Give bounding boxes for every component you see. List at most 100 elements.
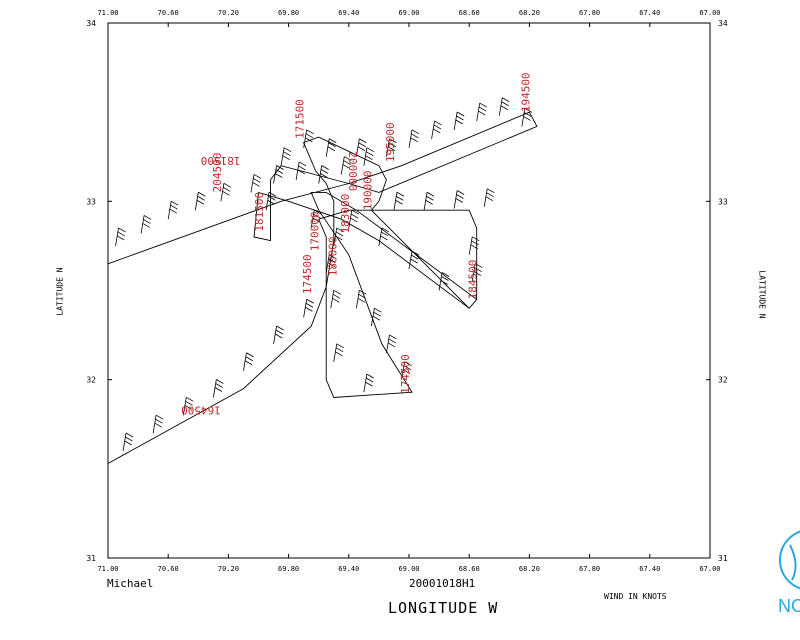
barb-flag — [305, 306, 313, 312]
wind-barb — [303, 298, 314, 318]
barb-flag — [486, 192, 494, 198]
barb-staff — [453, 111, 458, 131]
barb-flag — [478, 106, 487, 112]
barb-flag — [365, 381, 373, 387]
time-label: 170000 — [309, 212, 322, 252]
barb-staff — [212, 379, 217, 398]
barb-flag — [403, 365, 411, 371]
wind-barb — [152, 414, 164, 434]
barb-flag — [440, 280, 448, 285]
wind-barb — [325, 254, 337, 273]
barb-staff — [167, 201, 172, 220]
wind-barb — [471, 263, 483, 282]
barb-staff — [333, 227, 338, 246]
barb-flag — [332, 297, 340, 303]
barb-staff — [423, 192, 428, 211]
wind-barb — [303, 129, 314, 148]
wind-barb — [212, 379, 224, 398]
wind-barb — [333, 343, 344, 362]
barb-flag — [185, 400, 193, 406]
wind-barb — [453, 111, 465, 131]
barb-flag — [305, 137, 313, 143]
barb-flag — [197, 195, 205, 201]
barb-flag — [335, 351, 343, 357]
barb-flag — [411, 129, 420, 135]
wind-barb — [194, 191, 206, 211]
barb-flag — [328, 142, 336, 148]
barb-flag — [282, 155, 290, 161]
barb-staff — [265, 192, 270, 211]
time-label: 181500 — [253, 192, 266, 232]
barb-flag — [523, 116, 531, 121]
barb-flag — [169, 208, 178, 214]
barb-flag — [253, 174, 262, 179]
barb-staff — [122, 432, 127, 452]
barb-staff — [483, 188, 488, 207]
barb-staff — [471, 263, 476, 282]
wind-barb — [182, 396, 194, 416]
time-label: 180000 — [327, 236, 340, 276]
y-tick-label-left: 33 — [86, 197, 96, 206]
time-label: 195000 — [384, 122, 397, 162]
barb-staff — [280, 147, 285, 166]
barb-staff — [310, 210, 315, 229]
barb-flag — [335, 235, 343, 241]
barb-staff — [220, 183, 225, 202]
barb-staff — [303, 299, 308, 318]
x-tick-label-top: 69.00 — [398, 9, 419, 17]
barb-flag — [216, 379, 224, 384]
barb-flag — [359, 138, 367, 144]
time-label: 164500 — [181, 403, 221, 416]
wind-barb — [408, 250, 420, 270]
track-line — [107, 111, 538, 464]
barb-flag — [441, 276, 449, 281]
barb-flag — [351, 209, 359, 215]
barb-flag — [478, 110, 486, 116]
barb-flag — [142, 223, 150, 228]
wind-barb — [330, 289, 341, 309]
wind-barb — [401, 361, 412, 380]
barb-flag — [350, 217, 358, 223]
barb-flag — [456, 111, 465, 117]
barb-staff — [408, 129, 413, 148]
barb-staff — [330, 290, 335, 309]
barb-flag — [313, 213, 321, 219]
y-tick-label-right: 34 — [718, 19, 728, 28]
barb-flag — [313, 209, 322, 215]
barb-flag — [155, 414, 164, 420]
barb-flag — [274, 173, 283, 178]
barb-flag — [358, 142, 366, 148]
barb-flag — [336, 227, 344, 233]
barb-flag — [244, 360, 253, 366]
x-tick-label-top: 67.40 — [639, 9, 660, 17]
barb-flag — [475, 263, 483, 268]
barb-flag — [366, 147, 375, 153]
barb-flag — [359, 289, 367, 295]
barb-flag — [470, 244, 479, 250]
y-tick-label-left: 31 — [86, 554, 96, 563]
barb-flag — [222, 190, 230, 196]
barb-staff — [476, 103, 481, 122]
barb-flag — [305, 302, 314, 308]
x-tick-label-bottom: 69.00 — [398, 565, 419, 573]
wind-barb — [498, 97, 510, 116]
barb-flag — [365, 377, 374, 383]
wind-barb — [333, 227, 344, 246]
x-tick-label-bottom: 69.80 — [278, 565, 299, 573]
wind-barb — [140, 215, 152, 234]
barb-flag — [327, 146, 336, 152]
axis-ticks: 71.00 71.00 70.60 70.60 70.20 70.20 69.80 69.80… — [86, 9, 727, 573]
barb-flag — [410, 137, 418, 143]
wind-barb — [115, 227, 126, 246]
x-tick-label-bottom: 71.00 — [97, 565, 118, 573]
barb-flag — [125, 436, 133, 442]
barb-flag — [267, 199, 275, 205]
wind-barb — [468, 236, 480, 255]
wind-barb — [243, 352, 254, 371]
x-axis-label: LONGITUDE W — [388, 599, 499, 617]
x-tick-label-bottom: 68.60 — [459, 565, 480, 573]
wind-barb — [318, 165, 329, 184]
barb-staff — [393, 192, 398, 211]
barb-flag — [246, 352, 254, 358]
storm-name: Michael — [107, 577, 154, 590]
